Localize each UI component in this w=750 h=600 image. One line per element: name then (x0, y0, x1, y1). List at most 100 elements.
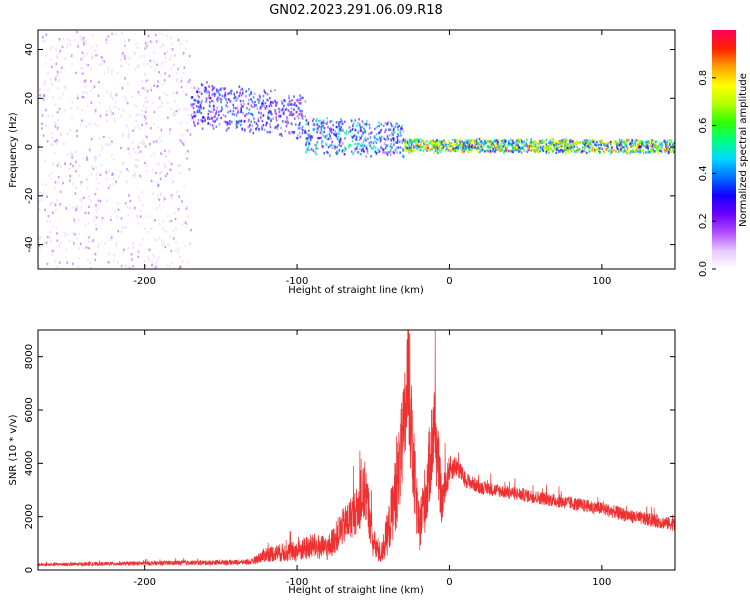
heatmap-cell (132, 174, 134, 177)
heatmap-cell (421, 140, 423, 143)
heatmap-cell (237, 105, 239, 108)
heatmap-cell (297, 106, 300, 110)
heatmap-cell (170, 107, 172, 110)
heatmap-cell (181, 54, 184, 57)
heatmap-cell (45, 183, 47, 186)
heatmap-cell (152, 140, 155, 144)
heatmap-cell (402, 155, 405, 158)
heatmap-cell (161, 101, 164, 104)
heatmap-cell (211, 88, 214, 92)
x-tick-label: 0 (446, 276, 452, 287)
heatmap-cell (81, 197, 84, 200)
heatmap-cell (463, 147, 465, 150)
heatmap-cell (339, 129, 342, 132)
heatmap-cell (158, 106, 160, 109)
heatmap-cell (78, 218, 80, 221)
heatmap-cell (136, 105, 139, 108)
heatmap-cell (611, 150, 613, 154)
heatmap-cell (265, 105, 268, 109)
heatmap-cell (174, 100, 176, 103)
heatmap-cell (431, 141, 433, 145)
heatmap-cell (665, 140, 668, 143)
heatmap-cell (263, 105, 266, 108)
heatmap-cell (134, 104, 136, 107)
heatmap-cell (165, 154, 167, 158)
heatmap-cell (189, 242, 192, 245)
heatmap-cell (85, 246, 88, 249)
heatmap-cell (75, 160, 77, 164)
heatmap-cell (128, 194, 130, 197)
heatmap-cell (274, 111, 276, 114)
heatmap-cell (555, 148, 558, 151)
heatmap-cell (55, 75, 58, 78)
heatmap-cell (392, 129, 395, 132)
heatmap-cell (537, 146, 539, 150)
heatmap-cell (608, 149, 611, 153)
heatmap-cell (287, 117, 289, 121)
heatmap-cell (187, 215, 189, 218)
heatmap-cell (99, 173, 102, 176)
heatmap-cell (212, 100, 214, 103)
heatmap-cell (168, 74, 171, 78)
heatmap-cell (159, 177, 162, 181)
heatmap-cell (397, 133, 399, 136)
heatmap-cell (495, 139, 498, 142)
heatmap-cell (422, 139, 424, 143)
heatmap-cell (481, 148, 484, 151)
heatmap-cell (95, 228, 98, 231)
heatmap-cell (96, 63, 98, 66)
heatmap-cell (135, 120, 138, 123)
heatmap-cell (264, 91, 266, 94)
heatmap-cell (496, 139, 499, 142)
heatmap-cell (212, 127, 215, 130)
heatmap-cell (327, 137, 330, 141)
heatmap-cell (205, 100, 207, 103)
heatmap-cell (636, 139, 639, 142)
heatmap-cell (233, 113, 236, 116)
heatmap-cell (178, 108, 180, 111)
heatmap-cell (549, 145, 552, 148)
heatmap-cell (248, 125, 251, 128)
x-tick-label: 0 (446, 577, 452, 588)
heatmap-cell (561, 145, 563, 148)
heatmap-cell (259, 96, 261, 99)
heatmap-cell (513, 147, 516, 151)
heatmap-cell (476, 138, 478, 141)
heatmap-cell (137, 146, 140, 149)
heatmap-cell (126, 102, 129, 105)
heatmap-cell (254, 104, 256, 107)
heatmap-cell (508, 149, 510, 153)
heatmap-cell (140, 141, 142, 145)
heatmap-cell (202, 119, 204, 122)
heatmap-cell (185, 47, 187, 51)
heatmap-cell (265, 123, 267, 127)
heatmap-cell (76, 94, 79, 97)
heatmap-cell (620, 141, 622, 144)
heatmap-cell (123, 40, 126, 43)
heatmap-cell (387, 151, 390, 154)
heatmap-cell (494, 140, 497, 143)
heatmap-cell (151, 130, 153, 133)
heatmap-cell (507, 144, 509, 147)
heatmap-cell (137, 184, 139, 187)
heatmap-cell (118, 175, 120, 178)
heatmap-cell (197, 99, 199, 102)
heatmap-cell (511, 140, 514, 143)
heatmap-cell (171, 48, 174, 51)
heatmap-cell (109, 94, 112, 97)
heatmap-cell (199, 104, 202, 107)
heatmap-cell (378, 149, 381, 153)
heatmap-cell (342, 129, 344, 132)
heatmap-cell (651, 139, 654, 142)
heatmap-cell (208, 85, 210, 88)
heatmap-cell (439, 150, 442, 154)
heatmap-cell (301, 109, 303, 113)
heatmap-cell (565, 152, 567, 155)
heatmap-cell (117, 208, 120, 211)
heatmap-cell (46, 220, 48, 223)
heatmap-cell (349, 144, 351, 147)
heatmap-cell (212, 93, 214, 96)
heatmap-cell (535, 145, 537, 148)
heatmap-cell (363, 122, 366, 126)
heatmap-cell (80, 206, 83, 210)
